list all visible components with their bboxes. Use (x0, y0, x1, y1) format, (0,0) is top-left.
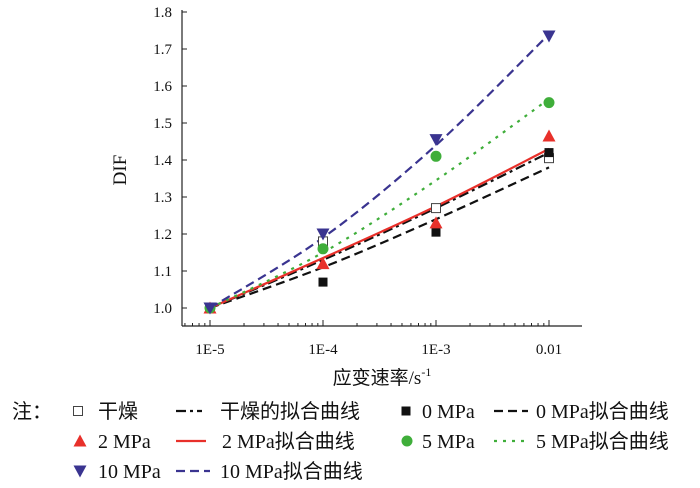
legend-label: 10 MPa拟合曲线 (220, 460, 363, 483)
legend-label: 干燥的拟合曲线 (220, 400, 360, 423)
data-point (316, 228, 330, 241)
data-point (431, 203, 441, 214)
fit-curve (209, 33, 550, 309)
legend-label: 5 MPa拟合曲线 (536, 430, 669, 453)
y-tick-label: 1.8 (153, 5, 172, 21)
data-point (318, 277, 328, 287)
legend-prefix: 注： (12, 400, 52, 423)
data-point (542, 129, 556, 142)
y-tick-label: 1.5 (153, 116, 172, 132)
legend-label: 2 MPa (98, 431, 151, 453)
data-point (429, 134, 443, 147)
x-tick-label: 0.01 (536, 342, 562, 358)
fit-curve (209, 98, 550, 309)
x-axis-title-superscript: -1 (421, 365, 431, 379)
legend-marker (73, 434, 87, 447)
x-tick-label: 1E-5 (195, 342, 224, 358)
x-tick-label: 1E-4 (308, 342, 338, 358)
y-tick-label: 1.1 (153, 264, 172, 280)
data-point (431, 227, 441, 237)
fit-curve (209, 147, 550, 310)
legend-label: 干燥 (98, 400, 138, 423)
data-point (316, 257, 330, 270)
x-axis-title: 应变速率/s-1 (333, 365, 432, 389)
legend-label: 10 MPa (98, 461, 161, 483)
fit-curve (209, 151, 550, 310)
legend-label: 2 MPa拟合曲线 (222, 430, 355, 453)
y-axis-title: DIF (110, 155, 131, 186)
legend-marker (401, 406, 411, 416)
legend-marker (73, 406, 83, 416)
y-tick-label: 1.2 (153, 227, 172, 243)
data-point (544, 148, 554, 158)
data-point (317, 243, 329, 255)
x-tick-label: 1E-3 (421, 342, 450, 358)
data-point (430, 150, 442, 162)
legend-marker (401, 435, 413, 447)
legend-marker (73, 465, 87, 478)
y-tick-label: 1.3 (153, 190, 172, 206)
y-tick-label: 1.6 (153, 79, 172, 95)
fit-curve (209, 166, 550, 310)
legend-label: 0 MPa拟合曲线 (536, 400, 669, 423)
data-point (543, 97, 555, 109)
data-point (203, 302, 217, 315)
legend-label: 0 MPa (422, 401, 475, 423)
data-point (542, 30, 556, 43)
y-tick-label: 1.4 (153, 153, 172, 169)
legend-label: 5 MPa (422, 431, 475, 453)
y-tick-label: 1.7 (153, 42, 172, 58)
data-point (429, 216, 443, 229)
y-tick-label: 1.0 (153, 301, 172, 317)
